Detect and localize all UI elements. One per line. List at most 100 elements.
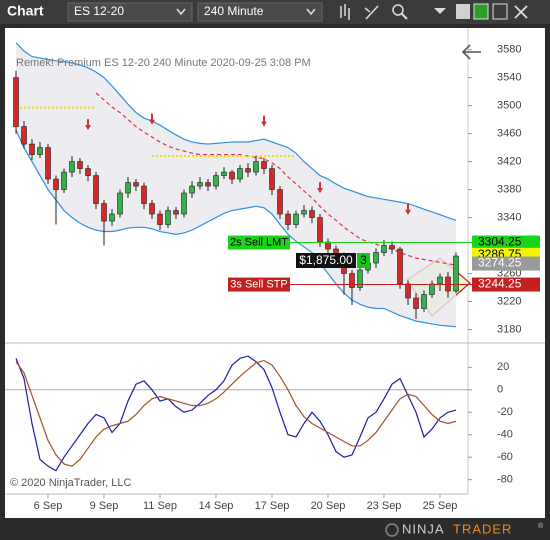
menu-icon[interactable] xyxy=(434,8,446,14)
candle-body xyxy=(85,168,91,176)
candle-body xyxy=(381,245,387,253)
link-button[interactable] xyxy=(473,3,489,20)
candle-body xyxy=(93,175,99,204)
y-tick-label: 3540 xyxy=(497,71,521,83)
candle-body xyxy=(53,178,59,190)
candle-body xyxy=(437,276,443,285)
y-tick-label: 3340 xyxy=(497,211,521,223)
price-marker xyxy=(472,277,540,292)
y-tick-label: 20 xyxy=(497,361,509,373)
signal-arrow xyxy=(149,113,155,125)
candle-body xyxy=(405,283,411,299)
candle-body xyxy=(413,297,419,309)
candle-body xyxy=(45,147,51,180)
candle-body xyxy=(37,147,43,155)
y-tick-label: -20 xyxy=(497,406,513,418)
y-tick-label: 3180 xyxy=(497,323,521,335)
candle-body xyxy=(357,269,363,288)
zoom-icon[interactable] xyxy=(392,4,408,20)
y-tick-label: 3420 xyxy=(497,155,521,167)
price-marker-label: 3304.25 xyxy=(478,235,522,249)
x-tick-label: 11 Sep xyxy=(143,500,177,512)
indicator-line xyxy=(95,92,457,266)
candle-body xyxy=(221,171,227,176)
candle-body xyxy=(29,143,35,155)
candle-body xyxy=(293,213,299,225)
order-label-box[interactable] xyxy=(228,235,290,250)
candle-body xyxy=(205,182,211,187)
candle-body xyxy=(181,192,187,215)
candle-body xyxy=(245,168,251,173)
dropdown-chevron xyxy=(176,8,186,16)
y-tick-label: 3380 xyxy=(497,183,521,195)
candle-body xyxy=(277,189,283,215)
signal-arrow xyxy=(85,119,91,131)
candle-body xyxy=(389,245,395,250)
order-label: 2s Sell LMT xyxy=(230,236,288,248)
price-marker xyxy=(472,256,540,271)
oscillator-line xyxy=(15,355,457,472)
chart-title: Remek! Premium ES 12-20 240 Minute 2020-… xyxy=(16,57,311,69)
indicator-line xyxy=(16,106,296,157)
candle-body xyxy=(237,168,243,180)
y-tick-label: 3220 xyxy=(497,295,521,307)
candle-body xyxy=(117,192,123,215)
bars-icon[interactable] xyxy=(340,4,350,20)
candle-body xyxy=(77,161,83,169)
x-tick-label: 6 Sep xyxy=(34,500,63,512)
x-tick-label: 14 Sep xyxy=(199,500,234,512)
order-label-box[interactable] xyxy=(228,277,290,292)
indicator-line xyxy=(15,129,457,328)
candle-body xyxy=(21,126,27,145)
candle-body xyxy=(165,210,171,225)
tab-title[interactable]: Chart xyxy=(7,3,44,19)
interval-text: 240 Minute xyxy=(204,4,264,18)
x-tick-label: 23 Sep xyxy=(367,500,402,512)
candle-body xyxy=(157,213,163,225)
oscillator-line xyxy=(15,359,457,467)
back-arrow[interactable] xyxy=(461,44,481,60)
position-qty-box xyxy=(357,253,370,268)
candle-body xyxy=(109,213,115,222)
position-pnl: $1,875.00 xyxy=(299,253,353,267)
candle-body xyxy=(349,273,355,288)
candle-body xyxy=(61,171,67,190)
draw-icon[interactable] xyxy=(364,5,379,20)
logo-mark: ® xyxy=(538,522,544,530)
candle-body xyxy=(309,210,315,218)
order-label: 3s Sell STP xyxy=(230,278,287,290)
candle-body xyxy=(229,171,235,180)
dropdown-chevron xyxy=(306,8,316,16)
instrument-dropdown[interactable] xyxy=(67,2,193,22)
candle-body xyxy=(445,276,451,292)
interval-dropdown[interactable] xyxy=(197,2,323,22)
price-marker xyxy=(472,235,540,250)
logo-icon xyxy=(385,523,399,537)
y-tick-label: -80 xyxy=(497,474,513,486)
candle-body xyxy=(301,210,307,215)
maximize-button[interactable] xyxy=(492,3,508,20)
candle-body xyxy=(429,283,435,295)
signal-arrow xyxy=(261,115,267,127)
price-marker-label: 3244.25 xyxy=(478,277,522,291)
logo: NINJA TRADER ® xyxy=(385,521,544,537)
candle-body xyxy=(189,185,195,194)
tile-button[interactable] xyxy=(456,4,470,19)
price-marker-label: 3274.25 xyxy=(478,256,522,270)
y-tick-label: 3460 xyxy=(497,127,521,139)
candle-body xyxy=(421,294,427,309)
close-button[interactable] xyxy=(514,5,528,19)
candle-body xyxy=(285,213,291,225)
candle-body xyxy=(325,241,331,250)
indicator-line xyxy=(15,42,457,221)
candle-body xyxy=(173,210,179,215)
logo-ninja: NINJA xyxy=(402,521,445,536)
y-tick-label: -60 xyxy=(497,451,513,463)
position-qty: 3 xyxy=(360,253,367,267)
logo-trader: TRADER xyxy=(453,521,512,536)
candle-body xyxy=(453,255,459,292)
candle-body xyxy=(133,182,139,187)
x-tick-label: 9 Sep xyxy=(90,500,119,512)
